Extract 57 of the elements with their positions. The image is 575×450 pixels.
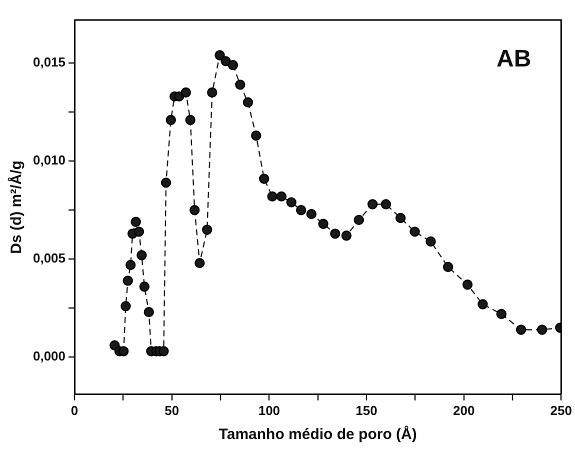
point (194, 258, 205, 268)
point (286, 197, 296, 208)
x-tick-label: 0 (70, 402, 78, 418)
point (516, 324, 526, 335)
point (259, 174, 270, 184)
point (296, 205, 306, 216)
point (318, 218, 328, 229)
point (214, 50, 225, 60)
point (380, 199, 392, 210)
point (242, 97, 254, 108)
point (139, 281, 150, 292)
point (306, 208, 317, 220)
point (267, 191, 278, 202)
point (276, 191, 287, 202)
point (478, 299, 488, 310)
y-axis-title: Ds (d) m²/Å/g (7, 160, 26, 254)
point (330, 228, 340, 239)
point (120, 301, 131, 312)
point (136, 250, 147, 260)
point (166, 114, 176, 126)
x-axis-title: Tamanho médio de poro (Å) (218, 425, 417, 444)
y-tick-label: 0,005 (32, 250, 66, 266)
point (144, 306, 154, 318)
point (367, 199, 378, 210)
point (462, 280, 473, 290)
x-tick-label: 250 (550, 402, 572, 418)
point (426, 236, 436, 247)
point (410, 226, 420, 237)
annotation: AB (496, 46, 532, 73)
y-tick-label: 0,000 (32, 348, 66, 364)
point (180, 87, 191, 98)
point (158, 346, 169, 356)
x-tick-label: 100 (258, 402, 280, 418)
point (190, 205, 200, 216)
point (122, 276, 133, 286)
point (536, 324, 548, 335)
point (395, 212, 406, 224)
point (160, 178, 172, 188)
y-tick-label: 0,010 (32, 152, 66, 168)
point (134, 226, 144, 237)
point (202, 224, 212, 235)
point (235, 80, 246, 90)
point (228, 60, 238, 70)
x-tick-label: 50 (164, 402, 180, 418)
point (442, 262, 454, 272)
point (125, 260, 136, 270)
x-tick-label: 150 (356, 402, 378, 418)
point (251, 130, 262, 141)
point (130, 216, 141, 227)
point (118, 346, 129, 356)
point (185, 114, 196, 126)
point (341, 230, 352, 241)
point (496, 308, 506, 320)
point (207, 87, 218, 98)
point (354, 214, 364, 226)
x-tick-label: 200 (452, 402, 475, 418)
y-tick-label: 0,015 (32, 54, 66, 70)
